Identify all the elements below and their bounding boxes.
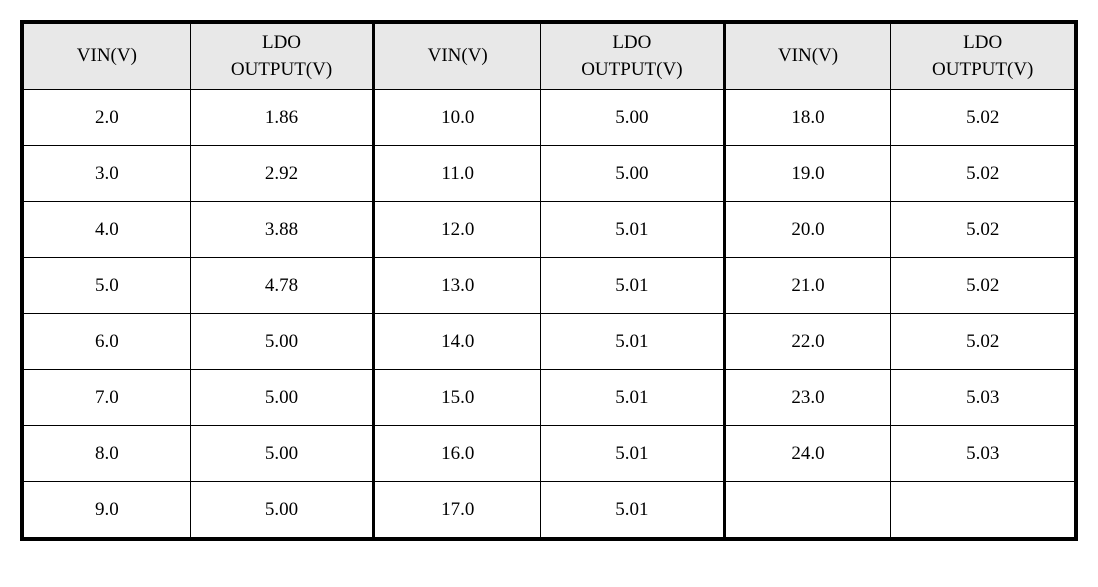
cell-vin: 14.0 (374, 314, 541, 370)
cell-ldo: 5.00 (541, 146, 725, 202)
cell-ldo: 3.88 (190, 202, 374, 258)
cell-vin: 7.0 (24, 370, 191, 426)
cell-ldo: 5.02 (891, 202, 1075, 258)
header-label: VIN(V) (428, 45, 488, 66)
table-row: 6.0 5.00 14.0 5.01 22.0 5.02 (24, 314, 1075, 370)
cell-vin: 17.0 (374, 482, 541, 538)
header-label-line2: OUTPUT(V) (932, 59, 1033, 80)
cell-vin: 13.0 (374, 258, 541, 314)
cell-ldo: 5.01 (541, 202, 725, 258)
header-ldo-3: LDO OUTPUT(V) (891, 24, 1075, 90)
cell-ldo: 5.01 (541, 314, 725, 370)
cell-ldo (891, 482, 1075, 538)
cell-vin: 5.0 (24, 258, 191, 314)
cell-vin: 19.0 (724, 146, 891, 202)
cell-ldo: 5.01 (541, 482, 725, 538)
cell-ldo: 2.92 (190, 146, 374, 202)
cell-vin: 20.0 (724, 202, 891, 258)
header-label-line2: OUTPUT(V) (231, 59, 332, 80)
cell-vin: 21.0 (724, 258, 891, 314)
header-vin-2: VIN(V) (374, 24, 541, 90)
cell-vin: 3.0 (24, 146, 191, 202)
cell-ldo: 5.00 (190, 314, 374, 370)
header-label: VIN(V) (77, 45, 137, 66)
cell-vin: 12.0 (374, 202, 541, 258)
cell-ldo: 5.01 (541, 258, 725, 314)
header-label-line1: LDO (963, 32, 1002, 53)
table-row: 4.0 3.88 12.0 5.01 20.0 5.02 (24, 202, 1075, 258)
cell-vin: 22.0 (724, 314, 891, 370)
table-row: 3.0 2.92 11.0 5.00 19.0 5.02 (24, 146, 1075, 202)
table-row: 9.0 5.00 17.0 5.01 (24, 482, 1075, 538)
table-row: 5.0 4.78 13.0 5.01 21.0 5.02 (24, 258, 1075, 314)
cell-vin: 9.0 (24, 482, 191, 538)
cell-vin: 2.0 (24, 90, 191, 146)
cell-vin: 6.0 (24, 314, 191, 370)
cell-vin: 8.0 (24, 426, 191, 482)
header-vin-3: VIN(V) (724, 24, 891, 90)
cell-ldo: 5.00 (190, 482, 374, 538)
cell-ldo: 5.02 (891, 314, 1075, 370)
table-row: 8.0 5.00 16.0 5.01 24.0 5.03 (24, 426, 1075, 482)
table-body: 2.0 1.86 10.0 5.00 18.0 5.02 3.0 2.92 11… (24, 90, 1075, 538)
ldo-table-wrapper: VIN(V) LDO OUTPUT(V) VIN(V) LDO OUTPUT(V… (20, 20, 1078, 541)
header-label-line2: OUTPUT(V) (581, 59, 682, 80)
cell-vin: 23.0 (724, 370, 891, 426)
cell-ldo: 5.03 (891, 370, 1075, 426)
cell-vin: 24.0 (724, 426, 891, 482)
cell-vin: 11.0 (374, 146, 541, 202)
cell-ldo: 1.86 (190, 90, 374, 146)
cell-ldo: 5.02 (891, 146, 1075, 202)
header-label: VIN(V) (778, 45, 838, 66)
cell-ldo: 5.00 (541, 90, 725, 146)
cell-ldo: 5.01 (541, 426, 725, 482)
cell-ldo: 4.78 (190, 258, 374, 314)
table-row: 7.0 5.00 15.0 5.01 23.0 5.03 (24, 370, 1075, 426)
cell-vin (724, 482, 891, 538)
cell-vin: 16.0 (374, 426, 541, 482)
cell-ldo: 5.01 (541, 370, 725, 426)
cell-ldo: 5.02 (891, 258, 1075, 314)
header-ldo-2: LDO OUTPUT(V) (541, 24, 725, 90)
header-label-line1: LDO (612, 32, 651, 53)
cell-ldo: 5.02 (891, 90, 1075, 146)
cell-vin: 10.0 (374, 90, 541, 146)
table-header-row: VIN(V) LDO OUTPUT(V) VIN(V) LDO OUTPUT(V… (24, 24, 1075, 90)
cell-ldo: 5.00 (190, 370, 374, 426)
table-row: 2.0 1.86 10.0 5.00 18.0 5.02 (24, 90, 1075, 146)
ldo-output-table: VIN(V) LDO OUTPUT(V) VIN(V) LDO OUTPUT(V… (23, 23, 1075, 538)
header-vin-1: VIN(V) (24, 24, 191, 90)
cell-vin: 15.0 (374, 370, 541, 426)
cell-ldo: 5.03 (891, 426, 1075, 482)
header-label-line1: LDO (262, 32, 301, 53)
cell-vin: 4.0 (24, 202, 191, 258)
cell-vin: 18.0 (724, 90, 891, 146)
cell-ldo: 5.00 (190, 426, 374, 482)
header-ldo-1: LDO OUTPUT(V) (190, 24, 374, 90)
